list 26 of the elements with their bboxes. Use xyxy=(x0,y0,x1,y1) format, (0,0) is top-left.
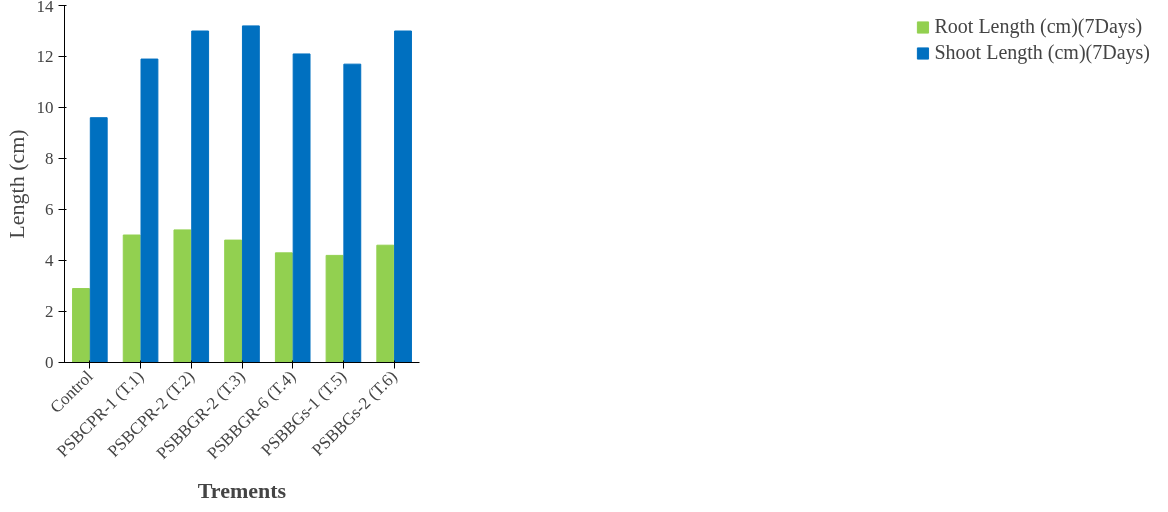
bar xyxy=(274,252,293,363)
y-tick-label: 0 xyxy=(45,353,54,372)
bar xyxy=(224,239,243,363)
y-tick-label: 4 xyxy=(45,251,54,270)
bar xyxy=(173,229,192,363)
bar xyxy=(191,30,210,363)
legend-label: Shoot Length (cm)(7Days) xyxy=(934,41,1150,64)
legend-label: Root Length (cm)(7Days) xyxy=(934,15,1143,38)
bar xyxy=(376,244,395,363)
y-tick-label: 14 xyxy=(36,0,54,16)
x-axis-title: Trements xyxy=(197,477,287,503)
bar xyxy=(140,58,159,363)
y-tick-label: 12 xyxy=(36,47,54,66)
bar xyxy=(122,234,141,363)
y-tick-label: 10 xyxy=(36,98,54,117)
bar xyxy=(394,30,412,363)
bar xyxy=(325,254,344,363)
bar xyxy=(89,117,108,363)
y-tick-label: 2 xyxy=(45,302,54,321)
bar xyxy=(241,25,260,363)
bar xyxy=(343,63,362,363)
y-axis-title: Length (cm) xyxy=(3,129,29,239)
y-tick-label: 6 xyxy=(45,200,54,219)
bar xyxy=(72,288,90,363)
bar xyxy=(292,53,311,363)
y-tick-label: 8 xyxy=(45,149,54,168)
